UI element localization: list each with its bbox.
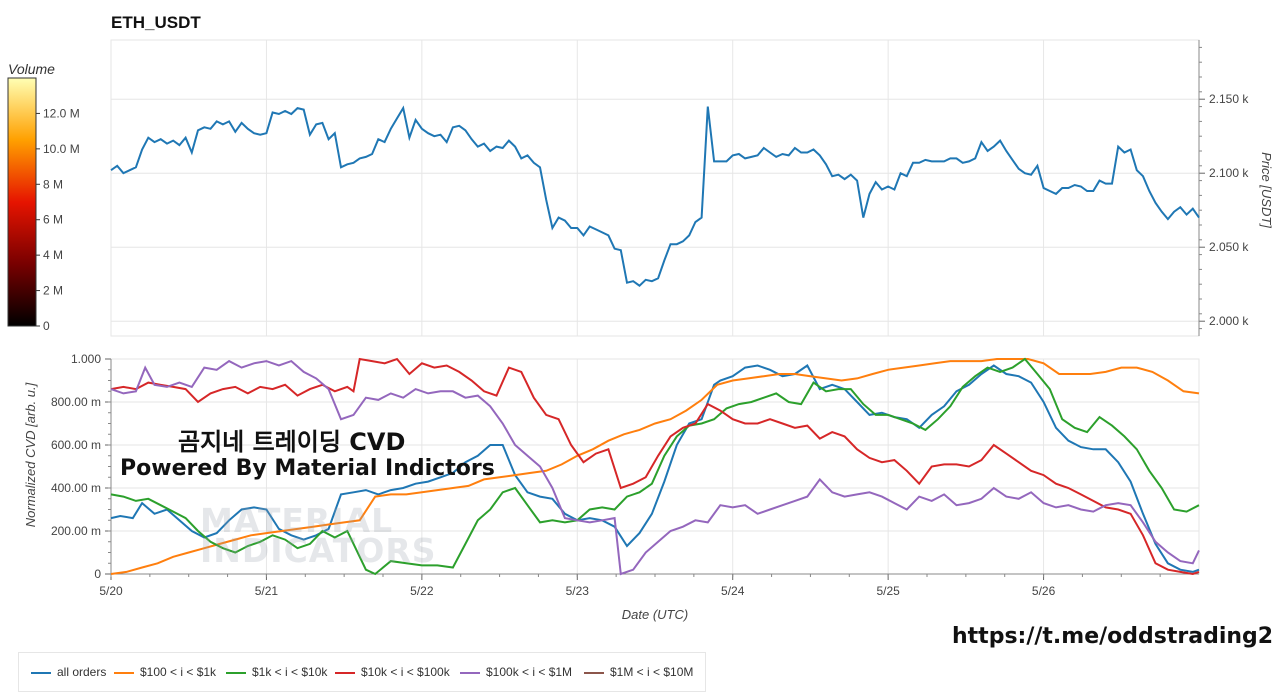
legend-swatch [460,671,480,674]
cvd-axis-label: Normalized CVD [arb. u.] [23,382,38,527]
legend-swatch [226,671,246,674]
cvd-line-all_orders [110,364,1200,573]
legend-label: $100k < i < $1M [486,665,573,679]
cvd-tick-label: 200.00 m [51,524,101,538]
legend-item-s1k_10k[interactable]: $1k < i < $10k [226,665,327,679]
colorbar-tick-label: 12.0 M [43,106,80,120]
legend-swatch [584,671,604,674]
overlay-powered-by: Powered By Material Indictors [120,456,495,481]
price-plot-area [110,39,1200,337]
colorbar-label: Volume [8,61,55,77]
price-tick-label: 2.100 k [1209,166,1249,180]
legend-item-s1m_10m[interactable]: $1M < i < $10M [584,665,693,679]
x-tick-label: 5/20 [99,584,123,598]
overlay-caption: 곰지네 트레이딩 CVD [178,428,406,456]
colorbar-bar [7,77,37,327]
legend-label: $10k < i < $100k [361,665,450,679]
x-axis-label: Date (UTC) [622,607,688,622]
colorbar-tick-label: 0 [43,319,50,333]
legend-item-all_orders[interactable]: all orders [31,665,106,679]
cvd-tick-label: 0 [94,567,101,581]
legend-swatch [114,671,134,674]
x-tick-label: 5/26 [1032,584,1056,598]
legend-item-s100k_1m[interactable]: $100k < i < $1M [460,665,572,679]
price-tick-label: 2.150 k [1209,92,1249,106]
legend-item-s100_1k[interactable]: $100 < i < $1k [114,665,216,679]
cvd-chart: 0 200.00 m 400.00 m 600.00 m 800.00 m 1.000 5/… [23,352,1200,622]
colorbar-tick-label: 10.0 M [43,142,80,156]
cvd-line-s1k_10k [110,357,1200,576]
colorbar-tick-label: 2 M [43,284,63,298]
price-line [110,105,1200,287]
legend-swatch [31,671,51,674]
cvd-tick-label: 800.00 m [51,395,101,409]
legend-item-s10k_100k[interactable]: $10k < i < $100k [335,665,450,679]
colorbar-tick-label: 6 M [43,213,63,227]
price-axis-label: Price [USDT] [1259,152,1274,228]
x-tick-label: 5/23 [566,584,590,598]
watermark-line1: MATERIAL [200,501,394,540]
telegram-url: https://t.me/oddstrading2 [952,624,1274,649]
x-tick-label: 5/25 [876,584,900,598]
legend-label: $100 < i < $1k [140,665,217,679]
chart-title: ETH_USDT [111,13,201,32]
watermark-line2: INDICATORS [200,531,437,570]
x-tick-label: 5/22 [410,584,434,598]
cvd-tick-label: 400.00 m [51,481,101,495]
legend-label: $1M < i < $10M [610,665,694,679]
price-tick-label: 2.000 k [1209,314,1249,328]
legend-label: $1k < i < $10k [252,665,328,679]
legend: all orders $100 < i < $1k $1k < i < $10k $1… [18,652,706,692]
x-tick-label: 5/24 [721,584,745,598]
volume-colorbar: Volume 0 2 M 4 M 6 M 8 M 10.0 M 12.0 M [7,61,80,333]
colorbar-tick-label: 8 M [43,177,63,191]
colorbar-tick-label: 4 M [43,248,63,262]
x-tick-label: 5/21 [255,584,279,598]
material-indicators-watermark: MATERIAL INDICATORS [200,501,437,570]
cvd-tick-label: 600.00 m [51,438,101,452]
legend-label: all orders [57,665,107,679]
price-tick-label: 2.050 k [1209,240,1249,254]
cvd-line-s10k_100k [110,357,1200,576]
cvd-line-s100k_1m [110,359,1200,576]
cvd-line-s100_1k [110,358,1200,575]
price-chart: 2.000 k 2.050 k 2.100 k 2.150 k Price [USDT] [110,39,1274,337]
cvd-tick-label: 1.000 [71,352,101,366]
legend-swatch [335,671,355,674]
